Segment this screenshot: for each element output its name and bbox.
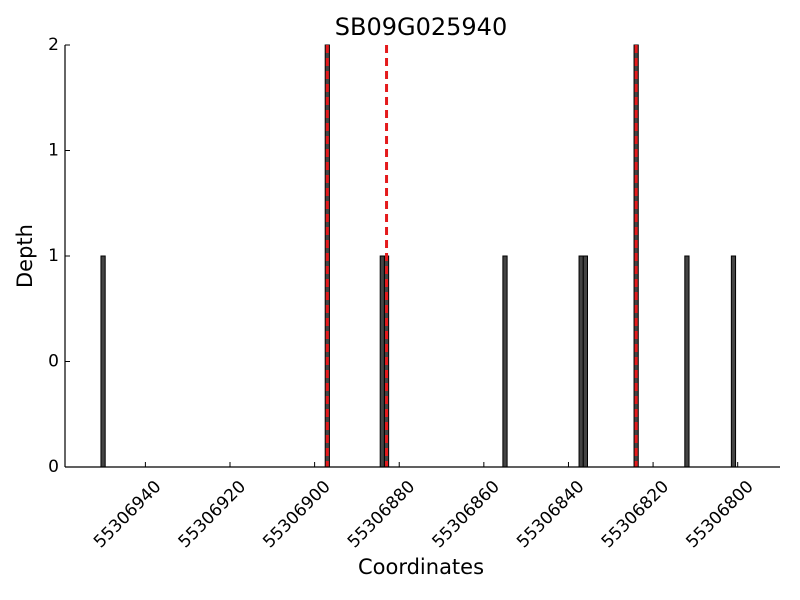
x-tick-label: 55306900: [259, 477, 334, 552]
y-tick-label: 0: [48, 352, 59, 372]
x-tick-label: 55306940: [90, 477, 165, 552]
y-tick-label: 2: [48, 35, 59, 55]
x-tick-label: 55306820: [598, 477, 673, 552]
x-tick-label: 55306880: [344, 477, 419, 552]
x-tick-label: 55306800: [682, 477, 757, 552]
x-tick-label: 55306860: [429, 477, 504, 552]
bar: [578, 255, 584, 468]
y-tick-label: 1: [48, 141, 59, 161]
y-tick-label: 1: [48, 246, 59, 266]
bar: [582, 255, 588, 468]
x-tick-label: 55306920: [175, 477, 250, 552]
chart-title: SB09G025940: [335, 13, 507, 41]
bar: [502, 255, 508, 468]
bar: [684, 255, 690, 468]
x-axis-label: Coordinates: [358, 555, 484, 579]
bar: [730, 255, 737, 468]
bar: [100, 255, 106, 468]
bar: [379, 255, 385, 468]
x-tick-label: 55306840: [513, 477, 588, 552]
y-tick-label: 0: [48, 457, 59, 477]
y-axis-label: Depth: [13, 224, 37, 288]
